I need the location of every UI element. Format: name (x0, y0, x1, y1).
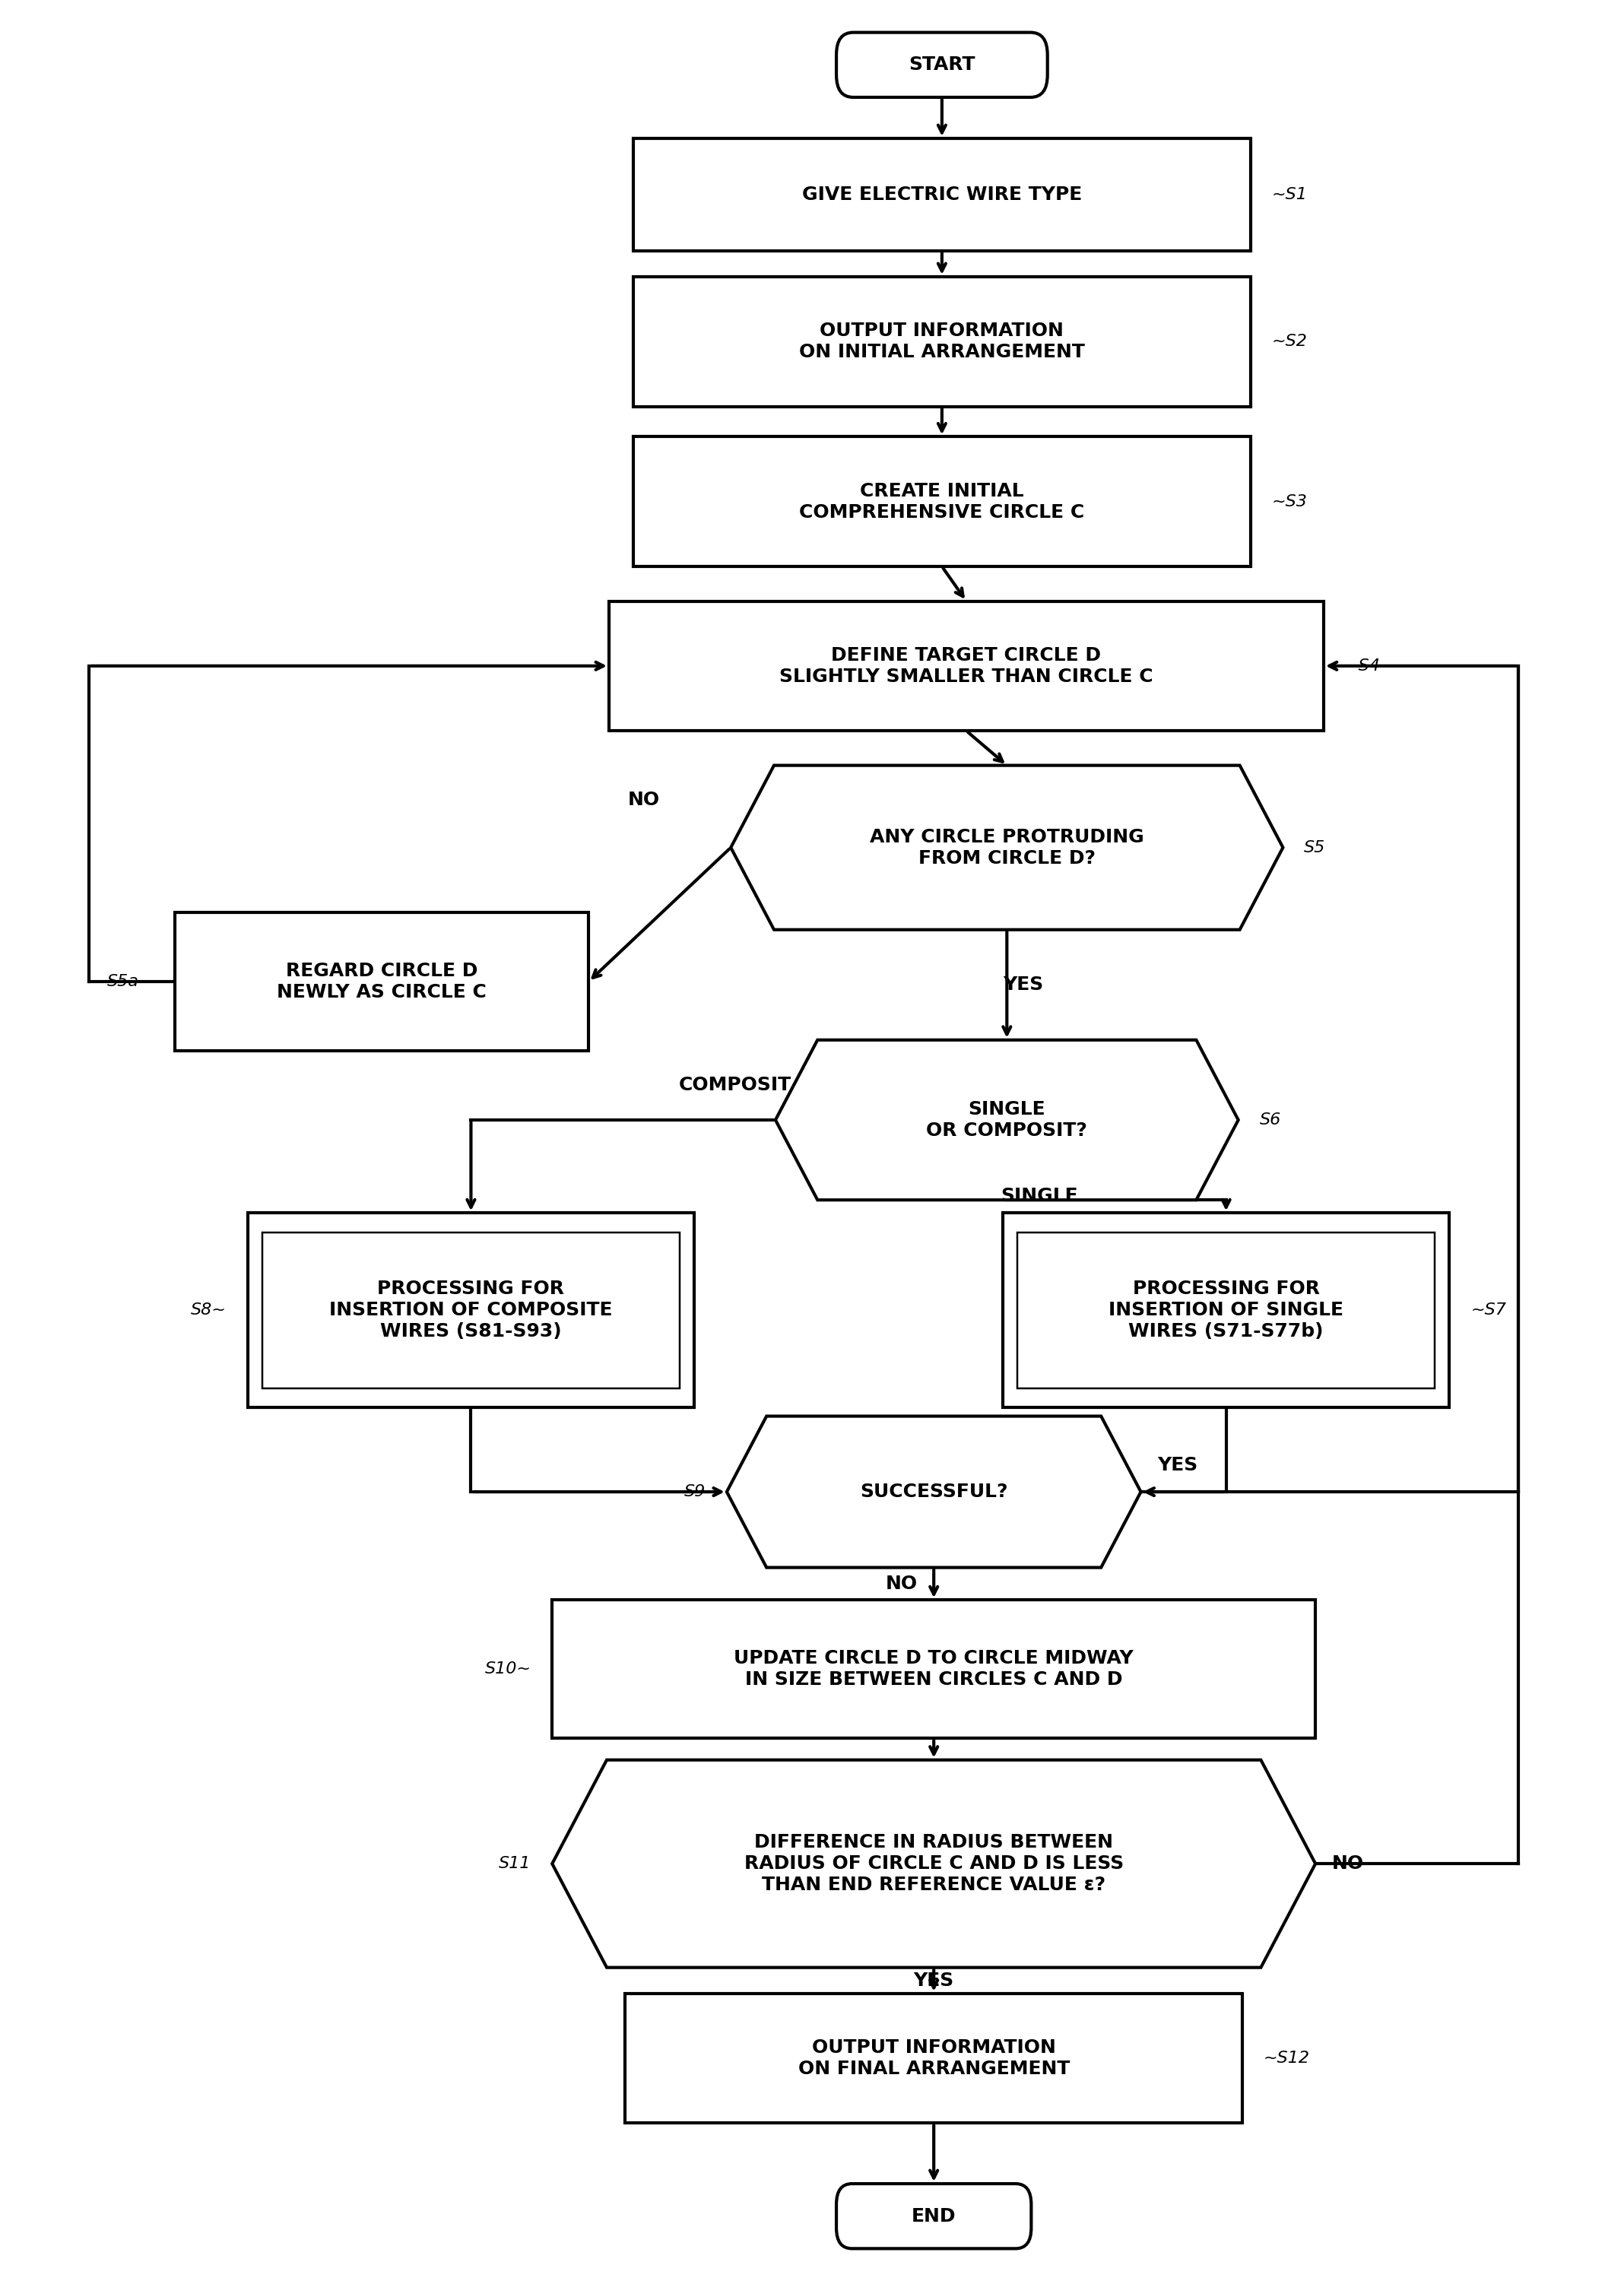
Text: DEFINE TARGET CIRCLE D
SLIGHTLY SMALLER THAN CIRCLE C: DEFINE TARGET CIRCLE D SLIGHTLY SMALLER … (780, 646, 1153, 687)
Text: ~S2: ~S2 (1272, 333, 1307, 349)
Text: SINGLE: SINGLE (1000, 1186, 1078, 1204)
Text: YES: YES (914, 1971, 953, 1989)
FancyBboxPatch shape (836, 2183, 1031, 2249)
Bar (552, 1599, 1315, 1738)
Text: UPDATE CIRCLE D TO CIRCLE MIDWAY
IN SIZE BETWEEN CIRCLES C AND D: UPDATE CIRCLE D TO CIRCLE MIDWAY IN SIZE… (734, 1649, 1134, 1688)
Text: S6: S6 (1260, 1113, 1281, 1127)
Text: END: END (911, 2208, 957, 2226)
Text: S11: S11 (499, 1857, 531, 1870)
Text: ~S3: ~S3 (1272, 495, 1307, 509)
Polygon shape (552, 1761, 1315, 1969)
Text: PROCESSING FOR
INSERTION OF COMPOSITE
WIRES (S81-S93): PROCESSING FOR INSERTION OF COMPOSITE WI… (330, 1280, 612, 1341)
Bar (247, 1213, 695, 1407)
Bar (174, 912, 590, 1052)
Text: ~S4: ~S4 (1345, 659, 1380, 673)
Text: PROCESSING FOR
INSERTION OF SINGLE
WIRES (S71-S77b): PROCESSING FOR INSERTION OF SINGLE WIRES… (1109, 1280, 1343, 1341)
Text: COMPOSIT: COMPOSIT (679, 1077, 791, 1095)
Bar (1002, 1213, 1449, 1407)
Text: SUCCESSFUL?: SUCCESSFUL? (859, 1483, 1009, 1501)
Text: GIVE ELECTRIC WIRE TYPE: GIVE ELECTRIC WIRE TYPE (802, 185, 1082, 203)
Text: DIFFERENCE IN RADIUS BETWEEN
RADIUS OF CIRCLE C AND D IS LESS
THAN END REFERENCE: DIFFERENCE IN RADIUS BETWEEN RADIUS OF C… (744, 1834, 1124, 1893)
Bar (625, 1994, 1242, 2124)
Bar (633, 276, 1250, 406)
Bar (633, 436, 1250, 566)
Text: NO: NO (885, 1574, 918, 1592)
Text: S8~: S8~ (192, 1302, 226, 1318)
Polygon shape (776, 1040, 1237, 1200)
Text: OUTPUT INFORMATION
ON FINAL ARRANGEMENT: OUTPUT INFORMATION ON FINAL ARRANGEMENT (797, 2039, 1070, 2078)
Polygon shape (726, 1417, 1140, 1567)
Text: YES: YES (1004, 976, 1043, 995)
Polygon shape (731, 766, 1283, 931)
Text: REGARD CIRCLE D
NEWLY AS CIRCLE C: REGARD CIRCLE D NEWLY AS CIRCLE C (276, 963, 487, 1001)
Text: ~S1: ~S1 (1272, 187, 1307, 203)
Text: S9: S9 (684, 1485, 705, 1499)
Text: OUTPUT INFORMATION
ON INITIAL ARRANGEMENT: OUTPUT INFORMATION ON INITIAL ARRANGEMEN… (799, 322, 1085, 360)
Text: S5a~: S5a~ (107, 974, 153, 990)
Bar (633, 139, 1250, 251)
Text: NO: NO (1332, 1854, 1364, 1873)
FancyBboxPatch shape (836, 32, 1047, 98)
Text: NO: NO (627, 792, 659, 810)
Text: START: START (909, 55, 974, 73)
Text: SINGLE
OR COMPOSIT?: SINGLE OR COMPOSIT? (926, 1099, 1088, 1140)
Text: YES: YES (1156, 1455, 1197, 1474)
Text: ~S12: ~S12 (1263, 2051, 1311, 2067)
Text: ANY CIRCLE PROTRUDING
FROM CIRCLE D?: ANY CIRCLE PROTRUDING FROM CIRCLE D? (870, 828, 1143, 867)
Text: CREATE INITIAL
COMPREHENSIVE CIRCLE C: CREATE INITIAL COMPREHENSIVE CIRCLE C (799, 481, 1085, 522)
Bar (261, 1232, 679, 1389)
Bar (609, 602, 1324, 730)
Bar (1017, 1232, 1436, 1389)
Text: S5: S5 (1304, 839, 1325, 855)
Text: S10~: S10~ (484, 1661, 531, 1677)
Text: ~S7: ~S7 (1471, 1302, 1505, 1318)
